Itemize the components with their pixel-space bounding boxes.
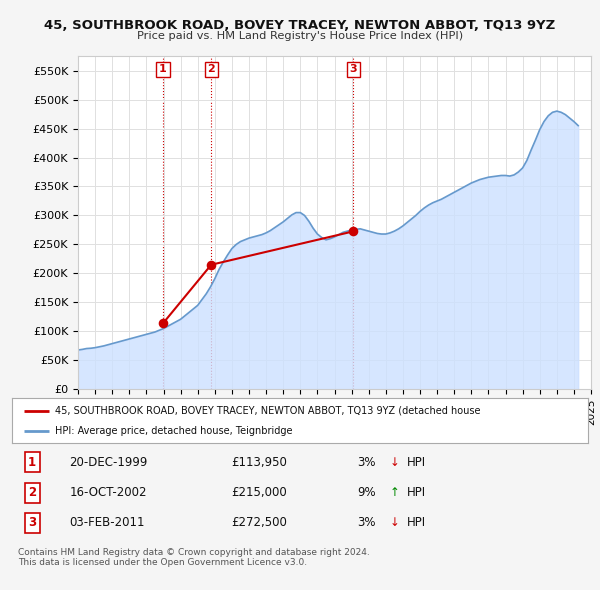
Text: £113,950: £113,950 — [231, 456, 287, 469]
Text: HPI: Average price, detached house, Teignbridge: HPI: Average price, detached house, Teig… — [55, 427, 293, 437]
Text: 03-FEB-2011: 03-FEB-2011 — [70, 516, 145, 529]
Text: 1: 1 — [159, 64, 167, 74]
Text: 16-OCT-2002: 16-OCT-2002 — [70, 486, 147, 499]
Text: HPI: HPI — [407, 486, 425, 499]
Text: 20-DEC-1999: 20-DEC-1999 — [70, 456, 148, 469]
Text: 3: 3 — [349, 64, 357, 74]
Point — [206, 260, 216, 270]
Text: HPI: HPI — [407, 516, 425, 529]
Text: £215,000: £215,000 — [231, 486, 287, 499]
Text: 45, SOUTHBROOK ROAD, BOVEY TRACEY, NEWTON ABBOT, TQ13 9YZ: 45, SOUTHBROOK ROAD, BOVEY TRACEY, NEWTO… — [44, 19, 556, 32]
Point — [349, 227, 358, 236]
Text: 3: 3 — [28, 516, 36, 529]
Text: 9%: 9% — [358, 486, 376, 499]
Text: Contains HM Land Registry data © Crown copyright and database right 2024.
This d: Contains HM Land Registry data © Crown c… — [18, 548, 370, 567]
Text: HPI: HPI — [407, 456, 425, 469]
Text: Price paid vs. HM Land Registry's House Price Index (HPI): Price paid vs. HM Land Registry's House … — [137, 31, 463, 41]
Text: ↓: ↓ — [389, 516, 399, 529]
Text: £272,500: £272,500 — [231, 516, 287, 529]
Text: 45, SOUTHBROOK ROAD, BOVEY TRACEY, NEWTON ABBOT, TQ13 9YZ (detached house: 45, SOUTHBROOK ROAD, BOVEY TRACEY, NEWTO… — [55, 406, 481, 415]
Text: 3%: 3% — [358, 516, 376, 529]
Point — [158, 319, 168, 328]
Text: 2: 2 — [28, 486, 36, 499]
Text: ↑: ↑ — [389, 486, 399, 499]
Text: 3%: 3% — [358, 456, 376, 469]
Text: 2: 2 — [208, 64, 215, 74]
Text: 1: 1 — [28, 456, 36, 469]
Text: ↓: ↓ — [389, 456, 399, 469]
